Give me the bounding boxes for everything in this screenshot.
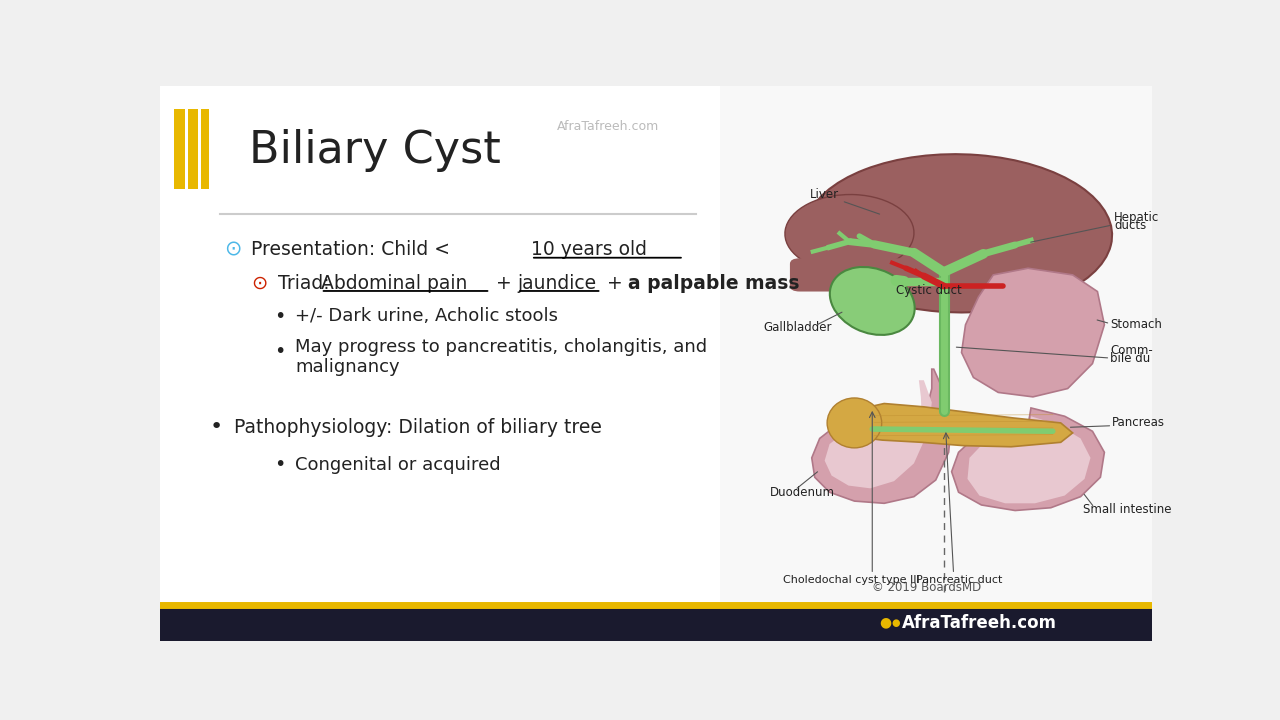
Text: Pancreatic duct: Pancreatic duct	[916, 575, 1002, 585]
Text: Presentation: Child <: Presentation: Child <	[251, 240, 451, 259]
Polygon shape	[824, 380, 932, 488]
FancyBboxPatch shape	[174, 109, 184, 189]
Text: Cystic duct: Cystic duct	[896, 284, 961, 297]
Text: Triad:: Triad:	[278, 274, 335, 293]
Text: Pancreas: Pancreas	[1112, 415, 1165, 428]
Text: malignancy: malignancy	[294, 359, 399, 377]
Polygon shape	[968, 416, 1091, 503]
Ellipse shape	[827, 398, 882, 448]
Text: Stomach: Stomach	[1110, 318, 1162, 330]
Polygon shape	[951, 408, 1105, 510]
Text: Hepatic: Hepatic	[1115, 210, 1160, 224]
Ellipse shape	[785, 194, 914, 272]
Text: Comm-: Comm-	[1110, 343, 1153, 356]
Ellipse shape	[829, 267, 915, 335]
Text: Pathophysiology: Dilation of biliary tree: Pathophysiology: Dilation of biliary tre…	[234, 418, 603, 437]
Text: Biliary Cyst: Biliary Cyst	[250, 129, 502, 171]
FancyBboxPatch shape	[188, 109, 197, 189]
Text: Duodenum: Duodenum	[771, 485, 835, 498]
FancyBboxPatch shape	[721, 86, 1152, 605]
FancyBboxPatch shape	[201, 109, 209, 189]
Text: •: •	[274, 342, 285, 361]
FancyBboxPatch shape	[160, 88, 721, 214]
Text: Gallbladder: Gallbladder	[763, 321, 832, 335]
Text: jaundice: jaundice	[517, 274, 596, 293]
Text: +/- Dark urine, Acholic stools: +/- Dark urine, Acholic stools	[294, 307, 558, 325]
Text: © 2019 BoardsMD: © 2019 BoardsMD	[872, 581, 982, 594]
Text: bile du: bile du	[1110, 353, 1151, 366]
Ellipse shape	[805, 154, 1112, 312]
Text: Abdominal pain: Abdominal pain	[321, 274, 467, 293]
Polygon shape	[961, 269, 1105, 397]
Text: Small intestine: Small intestine	[1083, 503, 1171, 516]
Text: a palpable mass: a palpable mass	[628, 274, 800, 293]
Text: 10 years old: 10 years old	[531, 240, 646, 259]
Text: +: +	[602, 274, 630, 293]
Text: ducts: ducts	[1115, 220, 1147, 233]
FancyBboxPatch shape	[160, 605, 1152, 641]
Text: •: •	[274, 455, 285, 474]
Text: Choledochal cyst type III: Choledochal cyst type III	[783, 575, 920, 585]
Text: AfraTafreeh.com: AfraTafreeh.com	[902, 613, 1057, 631]
Text: Liver: Liver	[810, 189, 879, 214]
Polygon shape	[842, 403, 1073, 446]
FancyBboxPatch shape	[160, 86, 721, 605]
FancyBboxPatch shape	[790, 258, 1043, 292]
Text: ●: ●	[879, 616, 891, 629]
Text: ●: ●	[891, 618, 900, 628]
Text: May progress to pancreatitis, cholangitis, and: May progress to pancreatitis, cholangiti…	[294, 338, 707, 356]
Polygon shape	[812, 369, 951, 503]
Text: +: +	[490, 274, 518, 293]
Text: Congenital or acquired: Congenital or acquired	[294, 456, 500, 474]
Text: AfraTafreeh.com: AfraTafreeh.com	[557, 120, 659, 132]
Text: •: •	[210, 418, 223, 437]
Text: •: •	[274, 307, 285, 326]
Text: ⊙: ⊙	[251, 274, 268, 293]
Text: ⊙: ⊙	[224, 240, 242, 260]
